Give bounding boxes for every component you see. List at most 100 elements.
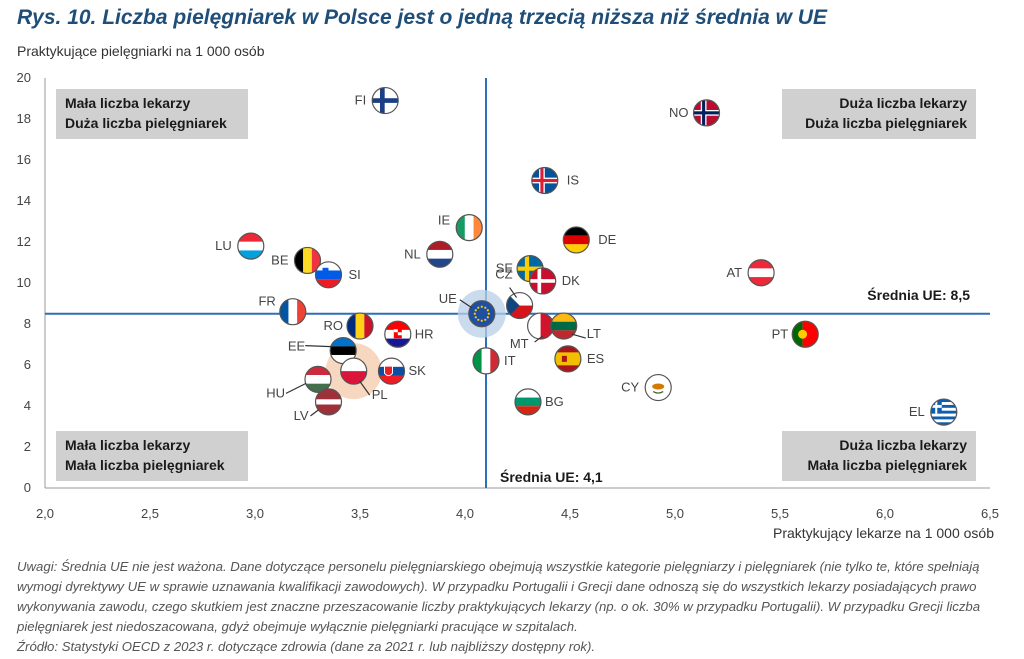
point-label: SK xyxy=(409,363,427,378)
point-fr: FR xyxy=(258,294,307,326)
point-sk: SK xyxy=(377,357,427,385)
point-label: DK xyxy=(562,273,580,288)
quadrant-label: Mała liczba lekarzy xyxy=(65,437,191,453)
x-tick-label: 5,0 xyxy=(666,506,684,521)
eu-average-y-label: Średnia UE: 8,5 xyxy=(867,286,970,303)
point-label: DE xyxy=(598,232,616,247)
point-lv: LV xyxy=(294,388,343,423)
point-label: MT xyxy=(510,336,529,351)
point-label: EE xyxy=(288,339,306,354)
point-nl: NL xyxy=(404,240,454,268)
x-tick-label: 4,5 xyxy=(561,506,579,521)
quadrant-label: Duża liczba pielęgniarek xyxy=(65,115,227,131)
quadrant-label: Mała liczba pielęgniarek xyxy=(807,457,967,473)
point-label: BE xyxy=(271,252,289,267)
point-label: BG xyxy=(545,394,564,409)
x-tick-label: 3,0 xyxy=(246,506,264,521)
point-hu: HU xyxy=(266,365,332,400)
point-el: EL xyxy=(909,398,958,426)
point-at: AT xyxy=(726,259,775,287)
x-tick-label: 6,0 xyxy=(876,506,894,521)
point-pt: PT xyxy=(772,320,819,348)
y-tick-label: 16 xyxy=(17,152,31,167)
x-tick-label: 3,5 xyxy=(351,506,369,521)
point-label: ES xyxy=(587,351,605,366)
point-label: RO xyxy=(324,318,344,333)
point-de: DE xyxy=(562,226,617,254)
point-label: HU xyxy=(266,385,285,400)
quadrant-label: Duża liczba lekarzy xyxy=(839,437,967,453)
cz-flag-icon xyxy=(506,292,533,319)
ee-flag-icon xyxy=(330,337,357,364)
fi-flag-icon xyxy=(372,87,399,114)
quadrant-label: Duża liczba pielęgniarek xyxy=(805,115,967,131)
point-lt: LT xyxy=(550,312,601,341)
point-label: CZ xyxy=(495,267,512,282)
x-tick-label: 2,0 xyxy=(36,506,54,521)
y-tick-label: 18 xyxy=(17,111,31,126)
point-pl: PL xyxy=(340,357,388,402)
y-axis-label: Praktykujące pielęgniarki na 1 000 osób xyxy=(17,43,265,59)
point-label: EL xyxy=(909,404,925,419)
notes: Uwagi: Średnia UE nie jest ważona. Dane … xyxy=(17,557,1007,657)
point-label: AT xyxy=(726,265,742,280)
point-si: SI xyxy=(314,261,361,289)
point-cy: CY xyxy=(621,373,672,402)
point-no: NO xyxy=(669,99,721,127)
x-axis-label: Praktykujący lekarze na 1 000 osób xyxy=(772,525,994,541)
point-ee: EE xyxy=(288,337,357,365)
si-flag-icon xyxy=(315,261,342,288)
point-label: LT xyxy=(587,326,601,341)
point-lu: LU xyxy=(215,232,265,260)
ro-flag-icon xyxy=(347,313,373,340)
y-tick-label: 10 xyxy=(17,275,31,290)
y-tick-label: 12 xyxy=(17,234,31,249)
point-hr: HR xyxy=(384,320,434,348)
point-label: IS xyxy=(567,173,580,188)
quadrant-label: Mała liczba pielęgniarek xyxy=(65,457,225,473)
x-tick-label: 4,0 xyxy=(456,506,474,521)
point-ie: IE xyxy=(438,213,483,242)
y-tick-label: 0 xyxy=(24,480,31,495)
point-label: HR xyxy=(415,326,434,341)
point-label: LU xyxy=(215,238,232,253)
quadrant-box-top-right xyxy=(782,89,976,139)
x-tick-label: 6,5 xyxy=(981,506,999,521)
x-tick-label: 2,5 xyxy=(141,506,159,521)
notes-text: Uwagi: Średnia UE nie jest ważona. Dane … xyxy=(17,559,981,634)
chart-title: Rys. 10. Liczba pielęgniarek w Polsce je… xyxy=(17,6,827,29)
es-flag-icon xyxy=(554,345,581,372)
bg-flag-icon xyxy=(515,388,541,415)
y-tick-label: 4 xyxy=(24,398,31,413)
point-label: IT xyxy=(504,353,516,368)
ie-flag-icon xyxy=(456,214,483,241)
y-tick-label: 2 xyxy=(24,439,31,454)
point-label: PL xyxy=(372,387,388,402)
dk-flag-icon xyxy=(529,267,556,294)
de-flag-icon xyxy=(563,226,590,253)
mt-flag-icon xyxy=(527,313,554,340)
is-flag-icon xyxy=(531,167,558,194)
point-bg: BG xyxy=(514,388,564,416)
point-label: LV xyxy=(294,408,309,423)
quadrant-box-bottom-right xyxy=(782,431,976,481)
x-tick-label: 5,5 xyxy=(771,506,789,521)
point-label: CY xyxy=(621,380,639,395)
quadrant-box-bottom-left xyxy=(56,431,248,481)
hr-flag-icon xyxy=(384,321,411,348)
point-es: ES xyxy=(554,345,605,373)
point-label: NL xyxy=(404,246,421,261)
point-fi: FI xyxy=(355,86,399,115)
nl-flag-icon xyxy=(426,241,453,268)
point-dk: DK xyxy=(529,267,580,295)
point-label: NO xyxy=(669,105,689,120)
y-tick-label: 8 xyxy=(24,316,31,331)
point-be: BE xyxy=(271,246,322,275)
point-ro: RO xyxy=(324,312,374,340)
point-label: SE xyxy=(496,261,514,276)
point-label: UE xyxy=(439,291,457,306)
it-flag-icon xyxy=(473,347,499,374)
quadrant-box-top-left xyxy=(56,89,248,139)
point-label: FI xyxy=(355,93,367,108)
point-cz: CZ xyxy=(495,267,534,320)
